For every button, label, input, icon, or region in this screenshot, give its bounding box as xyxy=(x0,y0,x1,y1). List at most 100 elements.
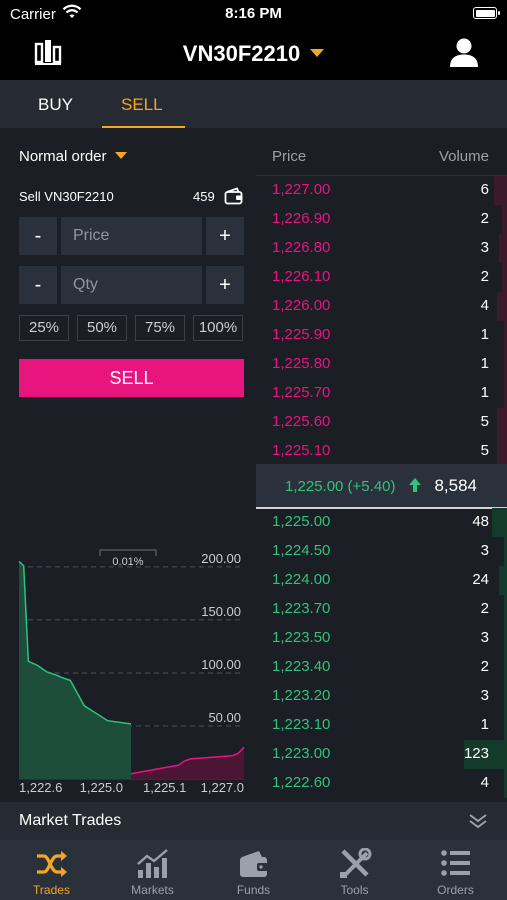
ask-volume: 1 xyxy=(480,355,489,372)
order-type-dropdown[interactable]: Normal order xyxy=(19,148,127,165)
market-trades-label: Market Trades xyxy=(19,812,122,829)
volume-bar xyxy=(499,566,507,595)
ask-volume: 1 xyxy=(480,326,489,343)
user-icon[interactable] xyxy=(449,37,479,67)
volume-bar xyxy=(499,234,507,263)
bid-row[interactable]: 1,223.10 1 xyxy=(256,711,507,740)
bid-row[interactable]: 1,223.00 123 xyxy=(256,740,507,769)
ask-row[interactable]: 1,225.70 1 xyxy=(256,379,507,408)
ask-price: 1,225.60 xyxy=(272,413,331,430)
bid-price: 1,223.00 xyxy=(272,745,331,762)
bid-volume: 2 xyxy=(480,600,489,617)
ask-price: 1,225.10 xyxy=(272,442,331,459)
double-chevron-down-icon[interactable] xyxy=(468,812,488,830)
ask-row[interactable]: 1,225.80 1 xyxy=(256,350,507,379)
volume-bar xyxy=(502,205,507,234)
bid-price: 1,225.00 xyxy=(272,513,331,530)
order-book-header: Price Volume xyxy=(256,128,507,176)
order-form: Normal order Sell VN30F2210 459 - Price … xyxy=(0,128,256,800)
percent-25-button[interactable]: 25% xyxy=(19,315,69,341)
volume-bar xyxy=(497,408,507,437)
tab-sell[interactable]: SELL xyxy=(121,95,163,114)
arrow-up-icon xyxy=(409,478,421,492)
ask-row[interactable]: 1,226.90 2 xyxy=(256,205,507,234)
ask-price: 1,226.00 xyxy=(272,297,331,314)
clock: 8:16 PM xyxy=(225,5,282,22)
price-increment-button[interactable]: + xyxy=(206,217,244,255)
bid-volume: 1 xyxy=(480,716,489,733)
ask-volume: 2 xyxy=(480,268,489,285)
wallet-icon[interactable] xyxy=(224,187,244,205)
price-column-header: Price xyxy=(272,148,307,165)
chart-line-icon xyxy=(137,849,168,878)
ask-row[interactable]: 1,227.00 6 xyxy=(256,176,507,205)
qty-increment-button[interactable]: + xyxy=(206,266,244,304)
bid-row[interactable]: 1,223.50 3 xyxy=(256,624,507,653)
ask-volume: 4 xyxy=(480,297,489,314)
bid-row[interactable]: 1,224.50 3 xyxy=(256,537,507,566)
ask-depth-area xyxy=(131,747,244,779)
tab-orders[interactable]: Orders xyxy=(405,840,506,900)
depth-chart: 0.01% 200.00 150.00 100.00 50.00 1,222.6 1,2… xyxy=(18,549,245,795)
qty-decrement-button[interactable]: - xyxy=(19,266,57,304)
symbol-selector[interactable]: VN30F2210 xyxy=(0,41,507,67)
side-tabs: BUY SELL xyxy=(0,80,507,128)
price-decrement-button[interactable]: - xyxy=(19,217,57,255)
volume-bar xyxy=(504,350,507,379)
bid-volume: 3 xyxy=(480,542,489,559)
ask-row[interactable]: 1,226.00 4 xyxy=(256,292,507,321)
depth-chart-icon[interactable] xyxy=(34,38,62,66)
percent-75-button[interactable]: 75% xyxy=(135,315,185,341)
tab-buy[interactable]: BUY xyxy=(38,95,73,114)
ask-price: 1,226.10 xyxy=(272,268,331,285)
ask-row[interactable]: 1,225.10 5 xyxy=(256,437,507,466)
bid-row[interactable]: 1,225.00 48 xyxy=(256,508,507,537)
tab-label: Orders xyxy=(437,883,474,897)
y-tick-label: 100.00 xyxy=(201,657,241,672)
tab-label: Markets xyxy=(131,883,174,897)
market-trades-bar[interactable]: Market Trades xyxy=(0,802,507,840)
bid-volume: 24 xyxy=(472,571,489,588)
ask-volume: 6 xyxy=(480,181,489,198)
price-input[interactable]: Price xyxy=(61,217,202,255)
ask-volume: 2 xyxy=(480,210,489,227)
bid-volume: 4 xyxy=(480,774,489,791)
x-tick-label: 1,227.0 xyxy=(201,780,244,795)
percent-50-button[interactable]: 50% xyxy=(77,315,127,341)
tab-trades[interactable]: Trades xyxy=(1,840,102,900)
price-stepper: - Price + xyxy=(19,217,244,255)
bid-row[interactable]: 1,223.40 2 xyxy=(256,653,507,682)
tab-markets[interactable]: Markets xyxy=(102,840,203,900)
ask-price: 1,225.70 xyxy=(272,384,331,401)
qty-input[interactable]: Qty xyxy=(61,266,202,304)
volume-column-header: Volume xyxy=(438,148,489,165)
sell-submit-button[interactable]: SELL xyxy=(19,359,244,397)
bid-price: 1,223.50 xyxy=(272,629,331,646)
status-bar: Carrier 8:16 PM xyxy=(0,0,507,28)
ask-row[interactable]: 1,226.80 3 xyxy=(256,234,507,263)
bid-depth-line xyxy=(18,561,132,725)
bid-row[interactable]: 1,223.70 2 xyxy=(256,595,507,624)
carrier-label: Carrier xyxy=(10,6,56,23)
bid-row[interactable]: 1,224.00 24 xyxy=(256,566,507,595)
last-price-row[interactable]: 1,225.00 (+5.40) 8,584 xyxy=(256,464,507,509)
tab-label: Tools xyxy=(340,883,369,897)
instrument-label: Sell VN30F2210 xyxy=(19,189,114,204)
tab-tools[interactable]: Tools xyxy=(304,840,405,900)
bid-volume: 123 xyxy=(463,745,489,762)
ask-price: 1,226.90 xyxy=(272,210,331,227)
bid-price: 1,223.40 xyxy=(272,658,331,675)
bid-row[interactable]: 1,223.20 3 xyxy=(256,682,507,711)
ask-row[interactable]: 1,225.60 5 xyxy=(256,408,507,437)
y-tick-label: 50.00 xyxy=(208,710,241,725)
tab-funds[interactable]: Funds xyxy=(203,840,304,900)
bid-row[interactable]: 1,222.60 4 xyxy=(256,769,507,798)
ask-row[interactable]: 1,226.10 2 xyxy=(256,263,507,292)
top-bar: VN30F2210 xyxy=(0,28,507,80)
percent-100-button[interactable]: 100% xyxy=(193,315,243,341)
ask-price: 1,225.90 xyxy=(272,326,331,343)
ask-row[interactable]: 1,225.90 1 xyxy=(256,321,507,350)
bid-volume: 3 xyxy=(480,687,489,704)
volume-bar xyxy=(497,292,507,321)
wifi-icon xyxy=(62,4,82,18)
